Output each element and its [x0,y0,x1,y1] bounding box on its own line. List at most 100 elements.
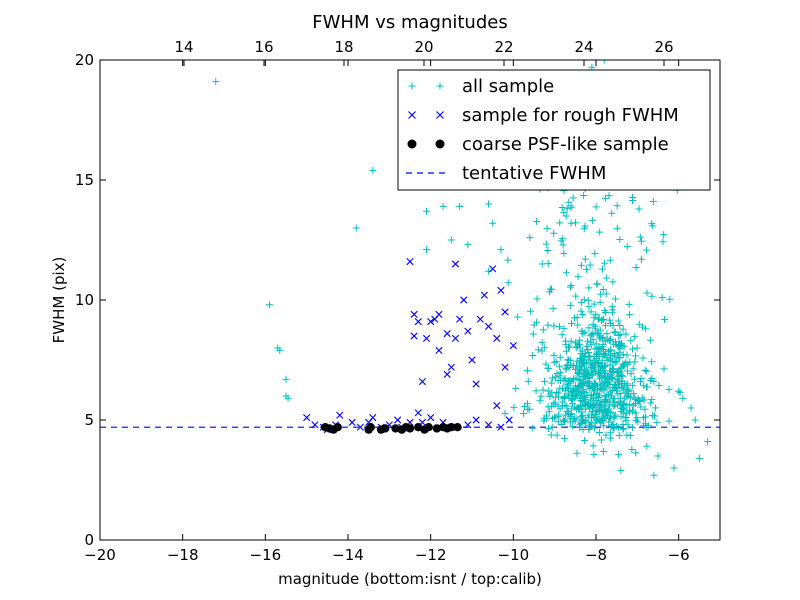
all-sample-point [643,423,651,431]
top-x-axis: 14 16 18 20 22 24 26 [174,38,674,66]
all-sample-point [631,333,639,341]
all-sample-point [591,345,599,353]
all-sample-point [520,410,528,418]
top-x-tick-label: 22 [494,38,513,56]
psf-like-point [453,423,462,432]
all-sample-point [590,451,598,459]
all-sample-point [284,394,292,402]
all-sample-point [643,246,651,254]
all-sample-point [624,386,632,394]
all-sample-point [594,349,602,357]
all-sample-point [497,246,505,254]
all-sample-point [556,372,564,380]
all-sample-point [601,396,609,404]
all-sample-point [578,411,586,419]
all-sample-point [599,361,607,369]
all-sample-point [602,382,610,390]
all-sample-point [629,196,637,204]
psf-like-point [333,423,342,432]
all-sample-point [577,419,585,427]
all-sample-point [687,404,695,412]
all-sample-point [616,322,624,330]
all-sample-point [611,328,619,336]
all-sample-point [611,295,619,303]
all-sample-point [602,395,610,403]
all-sample-point [525,405,533,413]
legend-label: all sample [462,76,554,97]
all-sample-point [603,330,611,338]
legend-label: tentative FWHM [462,163,606,184]
all-sample-point [545,425,553,433]
all-sample-point [637,378,645,386]
all-sample-point [573,357,581,365]
all-sample-point [637,255,645,263]
rough-fwhm-point [394,416,402,424]
all-sample-point [561,435,569,443]
all-sample-point [577,377,585,385]
all-sample-point [544,260,552,268]
all-sample-point [568,422,576,430]
all-sample-point [646,336,654,344]
all-sample-point [578,359,586,367]
all-sample-point [556,369,564,377]
all-sample-point [571,366,579,374]
all-sample-point [620,395,628,403]
all-sample-point [638,237,646,245]
legend-dot-marker [435,139,445,149]
psf-like-series [321,423,462,434]
all-sample-point [601,402,609,410]
all-sample-point [617,407,625,415]
all-sample-point [599,343,607,351]
all-sample-point [640,382,648,390]
all-sample-point [504,279,512,287]
all-sample-point [625,300,633,308]
legend-entry: coarse PSF-like sample [407,134,669,155]
all-sample-point [538,260,546,268]
all-sample-point [540,414,548,422]
all-sample-point [585,324,593,332]
rough-fwhm-point [336,411,344,419]
all-sample-point [565,198,573,206]
all-sample-point [569,194,577,202]
all-sample-point [642,325,650,333]
all-sample-point [553,388,561,396]
all-sample-point [611,350,619,358]
all-sample-point [607,422,615,430]
all-sample-point [606,256,614,264]
all-sample-point [650,471,658,479]
all-sample-point [579,373,587,381]
all-sample-point [614,317,622,325]
all-sample-point [610,329,618,337]
all-sample-point [572,292,580,300]
all-sample-point [447,236,455,244]
all-sample-point [580,388,588,396]
all-sample-point [567,282,575,290]
all-sample-point [572,361,580,369]
all-sample-point [605,418,613,426]
all-sample-point [614,451,622,459]
rough-fwhm-series [303,258,517,434]
all-sample-point [533,295,541,303]
all-sample-point [560,249,568,257]
rough-fwhm-point [443,330,451,338]
all-sample-point [543,225,551,233]
all-sample-point [630,375,638,383]
all-sample-point [562,347,570,355]
all-sample-point [601,194,609,202]
all-sample-point [606,388,614,396]
all-sample-point [589,394,597,402]
all-sample-point [609,278,617,286]
all-sample-point [584,337,592,345]
all-sample-point [583,342,591,350]
all-sample-point [585,377,593,385]
all-sample-point [616,236,624,244]
all-sample-point [606,401,614,409]
legend-box [397,69,711,191]
all-sample-point [633,414,641,422]
all-sample-point [606,361,614,369]
rough-fwhm-point [460,296,468,304]
all-sample-point [558,203,566,211]
all-sample-point [265,301,273,309]
all-sample-point [560,393,568,401]
